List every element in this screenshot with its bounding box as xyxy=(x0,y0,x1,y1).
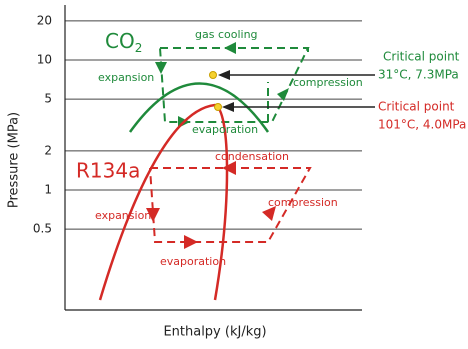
r134a-compression-label: compression xyxy=(268,196,338,209)
r134a-label: R134a xyxy=(76,159,140,183)
y-tick-label: 0.5 xyxy=(33,222,52,236)
critical-point-dot xyxy=(214,103,222,111)
co2-name: CO xyxy=(105,29,135,53)
arrow xyxy=(222,102,234,112)
co2-cycle xyxy=(159,47,310,123)
r134a-expansion-label: expansion xyxy=(95,209,151,222)
r134a-evaporation-label: evaporation xyxy=(160,255,226,268)
y-tick-label: 5 xyxy=(44,92,52,106)
co2-subscript: 2 xyxy=(135,41,143,55)
gas-cooling-label: gas cooling xyxy=(195,28,258,41)
y-axis-label: Pressure (MPa) xyxy=(7,112,22,208)
arrow xyxy=(218,70,230,80)
arrow xyxy=(155,62,167,74)
r134a-critical-title: Critical point xyxy=(378,100,455,114)
critical-point-dot xyxy=(209,71,217,79)
co2-critical-title: Critical point xyxy=(383,50,460,64)
co2-evaporation-label: evaporation xyxy=(192,123,258,136)
co2-dome xyxy=(128,82,270,133)
y-tick-label: 1 xyxy=(44,183,52,197)
arrow xyxy=(184,235,198,249)
co2-label: CO2 xyxy=(105,29,142,55)
y-tick-label: 20 xyxy=(37,13,52,27)
x-axis-label: Enthalpy (kJ/kg) xyxy=(163,325,266,340)
arrow xyxy=(222,161,236,175)
co2-critical-detail: 31°C, 7.3MPa xyxy=(378,68,459,82)
arrow xyxy=(277,88,289,101)
co2-expansion-label: expansion xyxy=(98,71,154,84)
grid xyxy=(65,20,362,230)
condensation-label: condensation xyxy=(215,150,289,163)
arrow xyxy=(262,206,276,221)
y-tick-label: 2 xyxy=(44,143,52,157)
arrow xyxy=(146,208,160,222)
r134a-critical-detail: 101°C, 4.0MPa xyxy=(378,118,466,132)
co2-compression-label: compression xyxy=(293,76,363,89)
arrow xyxy=(224,42,236,54)
y-tick-label: 10 xyxy=(37,53,52,67)
